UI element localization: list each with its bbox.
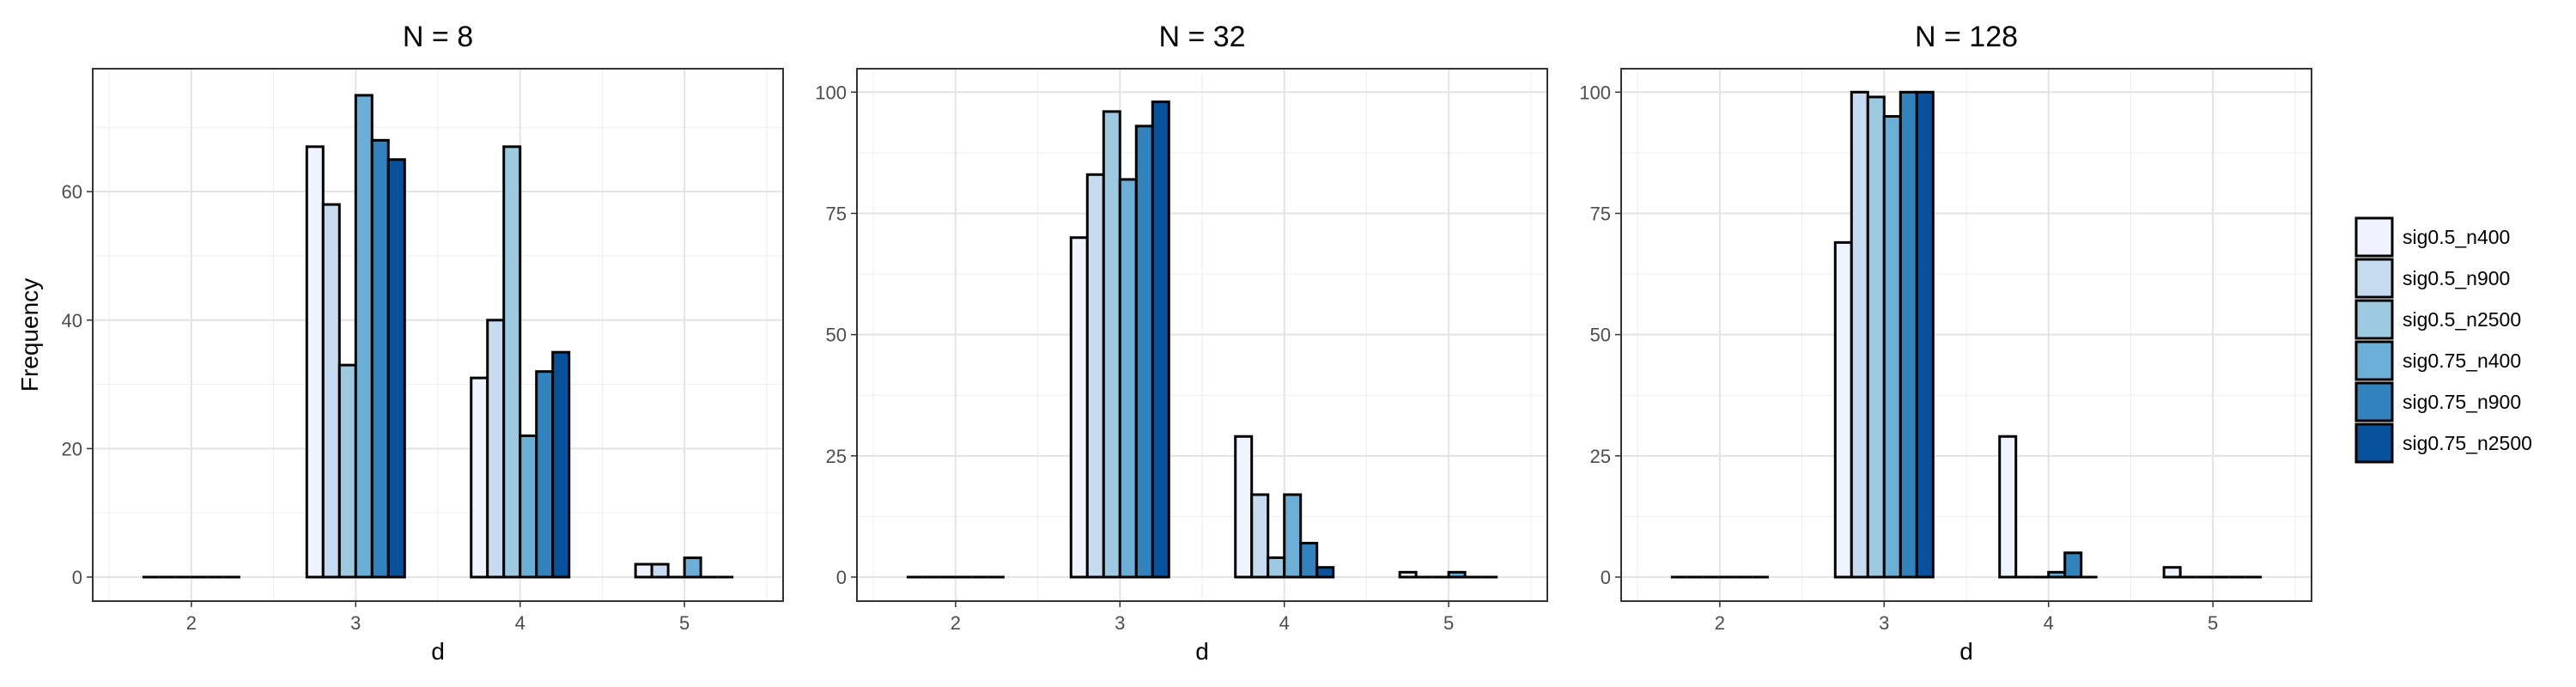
bar: [1398, 570, 1418, 579]
panel-title: N = 128: [1915, 21, 2018, 53]
bar: [1283, 493, 1303, 579]
y-tick-label: 0: [836, 567, 847, 588]
x-tick-label: 3: [1879, 612, 1889, 634]
legend: sig0.5_n400 sig0.5_n900 sig0.5_n2500 sig0.7…: [2354, 216, 2532, 464]
legend-key: [2354, 423, 2394, 464]
x-tick-label: 2: [951, 612, 961, 634]
legend-label: sig0.75_n400: [2403, 350, 2521, 372]
y-tick-label: 25: [826, 446, 847, 467]
y-tick-label: 75: [1590, 203, 1611, 224]
y-tick-label: 20: [62, 438, 82, 459]
bar: [1315, 566, 1335, 579]
bar: [1234, 435, 1254, 579]
bar: [321, 203, 341, 579]
legend-key: [2354, 340, 2394, 381]
x-tick-label: 4: [2044, 612, 2054, 634]
y-tick-label: 100: [1579, 82, 1611, 103]
x-axis-title: d: [1959, 638, 1973, 665]
x-tick-label: 5: [1443, 612, 1454, 634]
x-tick-label: 2: [1715, 612, 1725, 634]
bar: [1866, 95, 1886, 579]
bar: [1998, 435, 2018, 579]
bar: [1915, 90, 1935, 579]
y-tick-label: 100: [815, 82, 847, 103]
bar: [1134, 125, 1154, 579]
bar: [1250, 493, 1270, 579]
legend-key: [2354, 381, 2394, 423]
bar: [486, 319, 506, 579]
legend-label: sig0.5_n400: [2403, 226, 2510, 248]
y-tick-label: 50: [826, 325, 847, 346]
y-tick-label: 40: [62, 310, 82, 331]
bar: [2047, 570, 2067, 579]
bar: [2063, 551, 2083, 579]
bar: [1118, 178, 1138, 579]
legend-label: sig0.75_n900: [2403, 391, 2521, 413]
bar: [519, 434, 538, 579]
y-tick-label: 0: [1601, 567, 1611, 588]
x-tick-label: 3: [1115, 612, 1125, 634]
panel-title: N = 8: [403, 21, 473, 53]
legend-label: sig0.5_n2500: [2403, 308, 2521, 331]
bar: [502, 145, 522, 579]
panel-border: [92, 68, 784, 602]
bar: [305, 145, 325, 579]
panel-1: 0 20 40 60 2 3 4 5 N = 8 d: [62, 21, 784, 665]
y-tick-label: 0: [72, 567, 82, 588]
panel-3: 0 25 50 75 100 2 3 4 5 N = 128 d: [1579, 21, 2312, 665]
bar: [354, 94, 374, 579]
x-axis-title: d: [1195, 638, 1209, 665]
bar: [1833, 240, 1853, 579]
bar: [370, 138, 390, 579]
legend-label: sig0.5_n900: [2403, 267, 2510, 289]
bar: [551, 350, 571, 579]
legend-key: [2354, 258, 2394, 299]
legend-key: [2354, 216, 2394, 258]
y-tick-label: 50: [1590, 325, 1611, 346]
bar: [1899, 90, 1918, 579]
bar: [1151, 100, 1170, 579]
x-axis-title: d: [431, 638, 445, 665]
bar: [1267, 556, 1286, 579]
bar: [650, 562, 670, 579]
bar: [386, 158, 406, 579]
bar: [1447, 570, 1467, 579]
x-tick-label: 3: [350, 612, 361, 634]
bar: [337, 363, 357, 579]
bar: [1850, 90, 1869, 579]
panel-2: 0 25 50 75 100 2 3 4 5 N = 32 d: [815, 21, 1548, 665]
panel-border: [856, 68, 1548, 602]
x-tick-label: 4: [515, 612, 526, 634]
bar: [1299, 541, 1319, 579]
bar: [634, 562, 653, 579]
bar: [535, 370, 555, 579]
bar: [683, 556, 702, 579]
y-axis-title: Frequency: [16, 278, 43, 392]
x-tick-label: 5: [2208, 612, 2218, 634]
x-tick-label: 2: [186, 612, 197, 634]
bar: [1085, 173, 1105, 579]
bar: [1069, 236, 1089, 579]
bar: [1882, 115, 1902, 579]
bar: [470, 376, 489, 579]
x-tick-label: 5: [679, 612, 690, 634]
panel-border: [1620, 68, 2312, 602]
x-tick-label: 4: [1279, 612, 1290, 634]
y-tick-label: 60: [62, 181, 82, 203]
bar: [1102, 110, 1121, 579]
legend-label: sig0.75_n2500: [2403, 432, 2532, 454]
panel-title: N = 32: [1158, 21, 1245, 53]
y-tick-label: 25: [1590, 446, 1611, 467]
bar: [2162, 566, 2182, 579]
legend-key: [2354, 299, 2394, 340]
y-tick-label: 75: [826, 203, 847, 224]
